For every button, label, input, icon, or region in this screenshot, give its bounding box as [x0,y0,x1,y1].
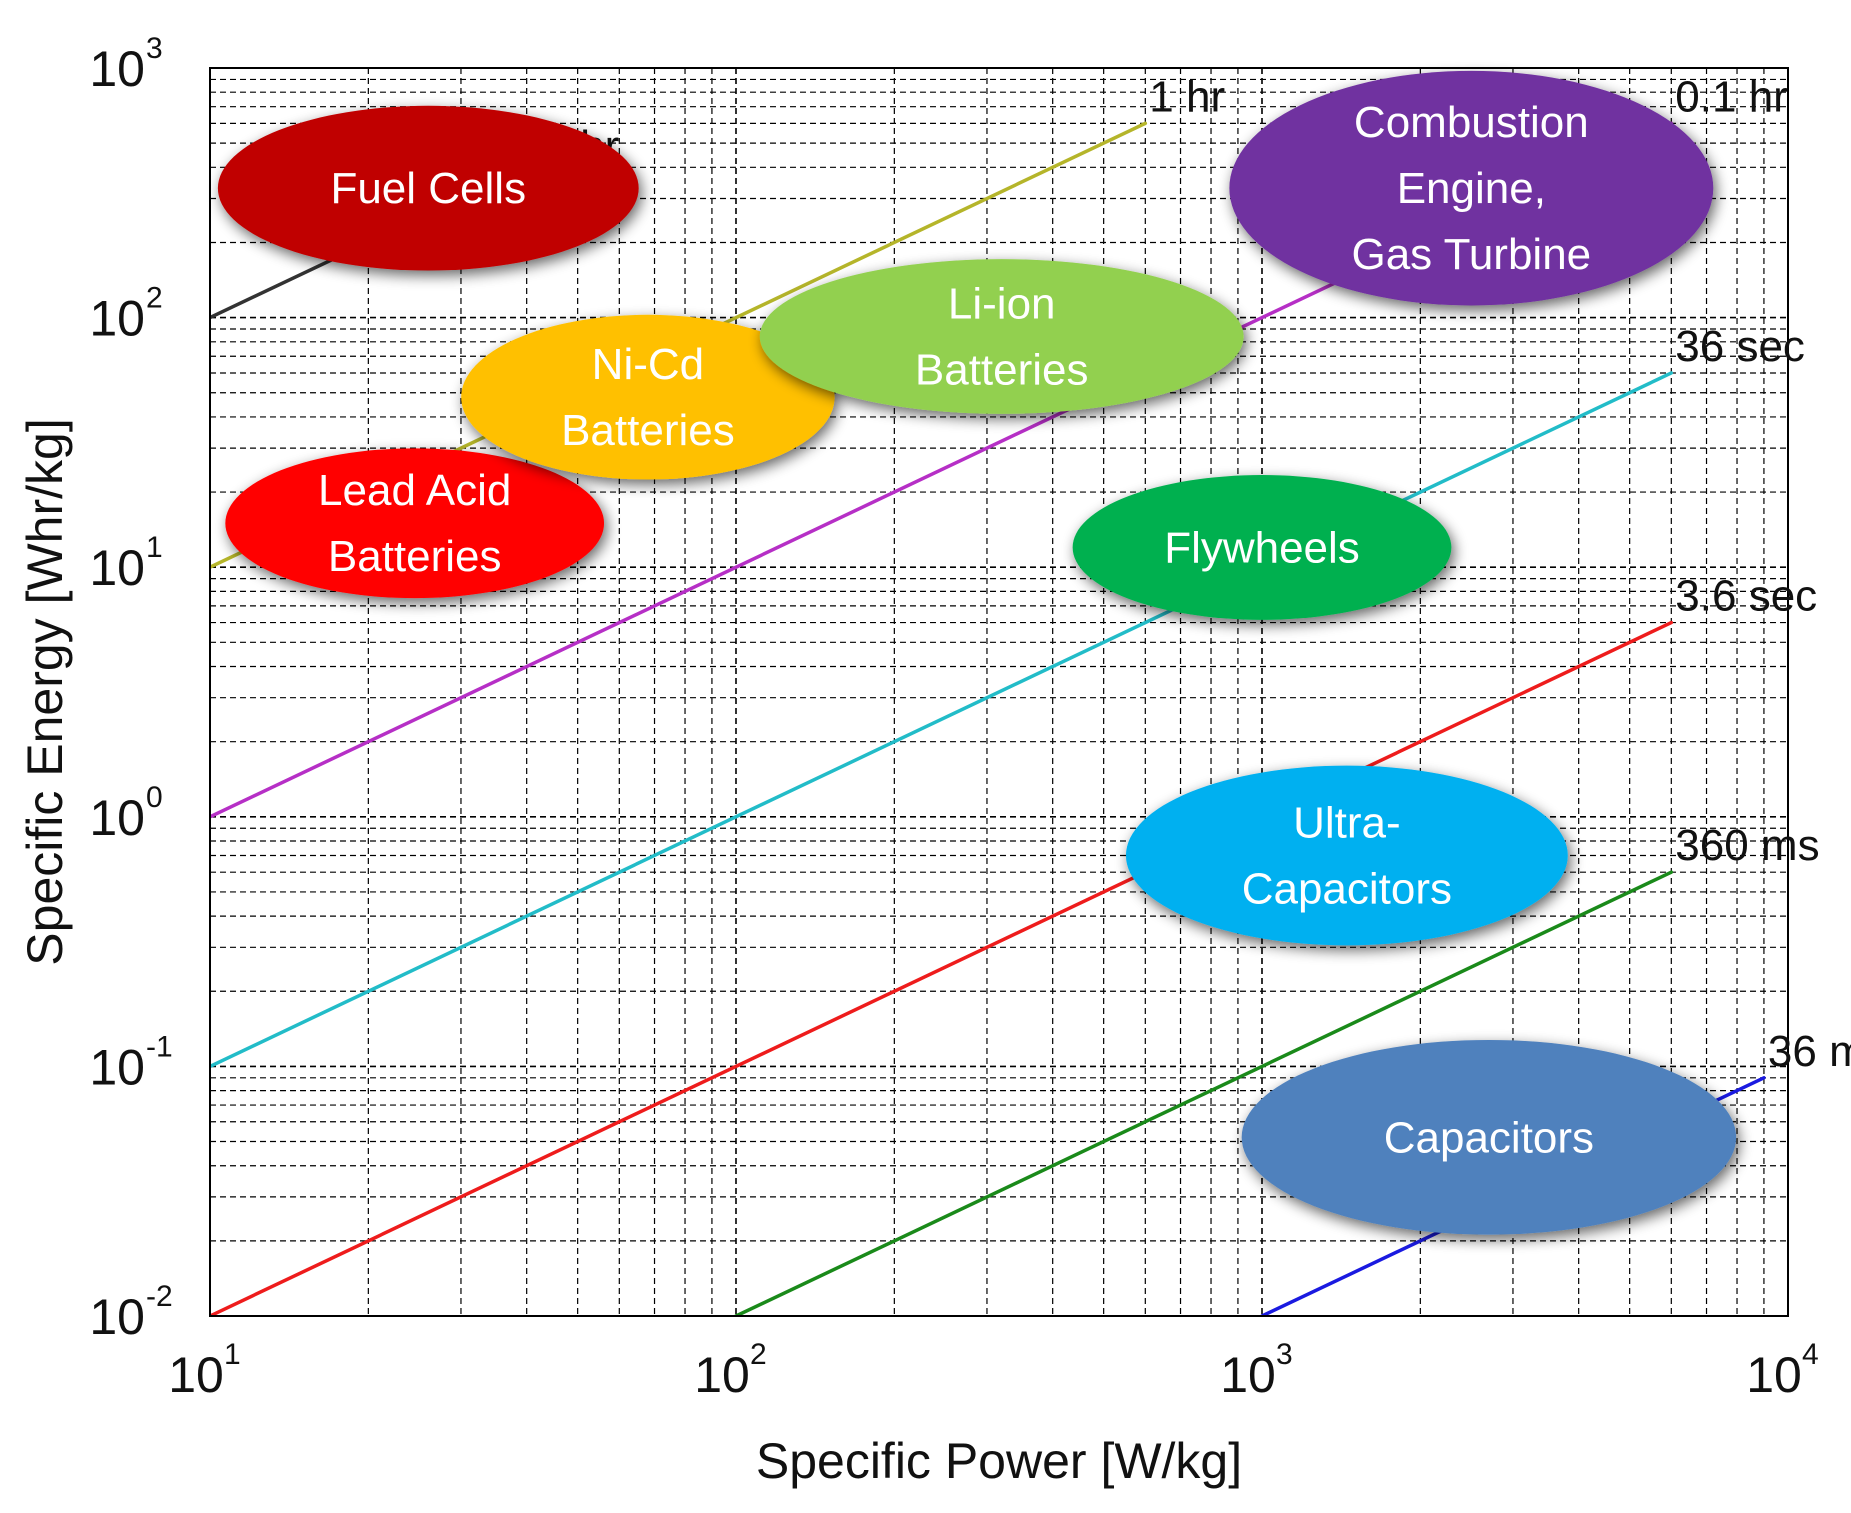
region-li-ion-label: Li-ion [948,279,1056,328]
region-lead-acid: Lead Acid Batteries [225,448,605,599]
region-fuel-cells-ellipse [217,105,639,271]
x-tick-label: 10 [1220,1347,1276,1403]
y-tick-label: 10 [89,1289,145,1345]
series-label-4: 3.6 sec [1675,572,1817,621]
region-flywheels: Flywheels [1072,475,1452,620]
region-li-ion-ellipse [759,259,1244,414]
series-line-4 [210,620,1674,1316]
x-tick-label: 10 [1746,1347,1802,1403]
series-label-2: 0.1 hr [1675,72,1788,121]
y-tick-exponent: -2 [146,1280,173,1313]
region-fuel-cells: Fuel Cells [217,105,639,271]
y-tick-label: 10 [89,41,145,97]
region-flywheels-ellipse [1072,475,1452,620]
region-li-ion: Li-ion Batteries [759,259,1244,414]
region-combustion-engine-label: Engine, [1397,164,1546,213]
x-tick-exponent: 1 [224,1338,241,1371]
series-label-3: 36 sec [1675,322,1805,371]
region-ni-cd: Ni-Cd Batteries [461,314,835,480]
series-line-5 [734,870,1674,1316]
region-capacitors-label: Capacitors [1384,1113,1594,1162]
region-ultra-capacitors-ellipse [1125,765,1568,946]
series-label-5: 360 ms [1675,821,1819,870]
region-capacitors: Capacitors [1241,1039,1737,1235]
series-line-3 [210,371,1674,1069]
y-tick-exponent: 0 [146,781,163,814]
y-tick-exponent: 2 [146,282,163,315]
x-tick-label: 10 [694,1347,750,1403]
technology-regions: Fuel Cells Combustion Engine, Gas Turbine Le… [217,70,1737,1235]
y-tick-label: 10 [89,790,145,846]
y-axis-title: Specific Energy [Whr/kg] [17,418,73,965]
region-ni-cd-ellipse [461,314,835,480]
y-tick-exponent: 3 [146,32,163,65]
region-fuel-cells-label: Fuel Cells [330,164,526,213]
region-ultra-capacitors: Ultra- Capacitors [1125,765,1568,946]
x-tick-label: 10 [168,1347,224,1403]
region-ultra-capacitors-label: Capacitors [1242,864,1452,913]
region-ni-cd-label: Ni-Cd [592,340,704,389]
y-tick-label: 10 [89,291,145,347]
y-tick-exponent: -1 [146,1030,173,1063]
region-combustion-engine-label: Combustion [1354,98,1589,147]
region-combustion-engine: Combustion Engine, Gas Turbine [1229,70,1714,306]
series-label-6: 36 ms [1768,1027,1851,1076]
y-tick-label: 10 [89,1039,145,1095]
region-ni-cd-label: Batteries [561,406,735,455]
y-tick-exponent: 1 [146,531,163,564]
axis-ticks: 10 1 10 2 10 3 10 410 -210 -110 010 110 210 3 [89,32,1818,1403]
region-combustion-engine-label: Gas Turbine [1351,230,1591,279]
region-ultra-capacitors-label: Ultra- [1293,798,1401,847]
region-lead-acid-label: Batteries [328,532,502,581]
x-tick-exponent: 4 [1802,1338,1819,1371]
region-lead-acid-label: Lead Acid [318,466,511,515]
region-li-ion-label: Batteries [915,345,1089,394]
region-lead-acid-ellipse [225,448,605,599]
y-tick-label: 10 [89,540,145,596]
plot-frame [209,67,1789,1317]
x-axis-title: Specific Power [W/kg] [756,1433,1242,1489]
x-tick-exponent: 3 [1276,1338,1293,1371]
series-label-1: 1 hr [1149,72,1225,121]
region-combustion-engine-ellipse [1229,70,1714,306]
region-capacitors-ellipse [1241,1039,1737,1235]
region-flywheels-label: Flywheels [1164,523,1360,572]
x-tick-exponent: 2 [750,1338,767,1371]
